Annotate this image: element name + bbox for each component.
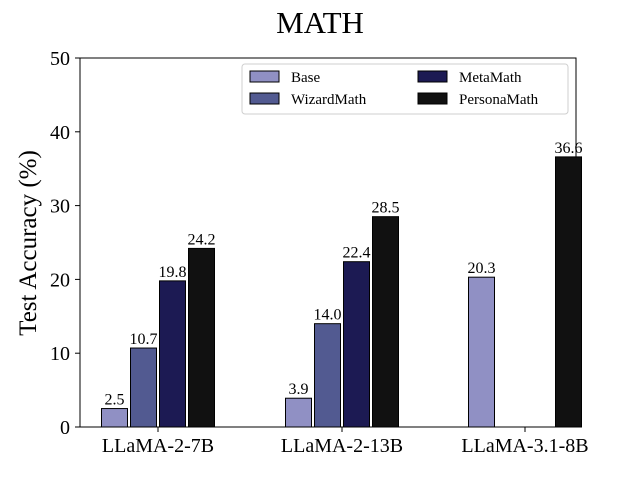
bar-value-label: 28.5 <box>372 200 400 217</box>
legend-swatch <box>417 92 448 105</box>
bar <box>314 323 341 428</box>
y-tick-label: 0 <box>60 417 70 439</box>
bar-value-label: 3.9 <box>289 381 309 398</box>
legend-entry: MetaMath <box>459 70 522 86</box>
bar <box>101 408 128 428</box>
bar <box>372 216 399 428</box>
bar-value-label: 2.5 <box>105 392 125 409</box>
y-tick-label: 40 <box>50 122 70 144</box>
bar-value-label: 14.0 <box>314 307 342 324</box>
legend: Base WizardMath MetaMath PersonaMath <box>241 63 569 115</box>
bar-value-label: 10.7 <box>130 331 158 348</box>
y-tick-label: 20 <box>50 269 70 291</box>
legend-entry: WizardMath <box>291 92 367 108</box>
bar <box>285 397 312 428</box>
bar <box>343 261 370 428</box>
legend-swatch <box>417 70 448 83</box>
bar-value-label: 24.2 <box>188 231 216 248</box>
bar-value-label: 19.8 <box>159 264 187 281</box>
bar <box>555 156 582 428</box>
bar <box>130 347 157 428</box>
bar-value-label: 20.3 <box>468 260 496 277</box>
legend-entry: Base <box>291 70 321 86</box>
y-tick-label: 10 <box>50 343 70 365</box>
y-axis-label: Test Accuracy (%) <box>15 150 42 336</box>
y-tick-label: 30 <box>50 196 70 218</box>
bar-value-label: 22.4 <box>343 245 371 262</box>
x-tick-label: LLaMA-2-13B <box>281 435 403 457</box>
x-tick-label: LLaMA-2-7B <box>102 435 214 457</box>
legend-swatch <box>249 92 280 105</box>
legend-swatch <box>249 70 280 83</box>
plot-area: 0 10 20 30 40 50 2.5 10.7 19.824.2 LLaMA-2-7B 3.9 1… <box>50 48 589 457</box>
chart-title: MATH <box>276 5 364 40</box>
bar <box>468 276 495 428</box>
bar <box>188 247 215 428</box>
x-tick-label: LLaMA-3.1-8B <box>461 435 588 457</box>
bar <box>159 280 186 428</box>
y-tick-label: 50 <box>50 48 70 70</box>
legend-entry: PersonaMath <box>459 92 539 108</box>
bar-value-label: 36.6 <box>555 140 583 157</box>
legend-box <box>241 63 569 115</box>
